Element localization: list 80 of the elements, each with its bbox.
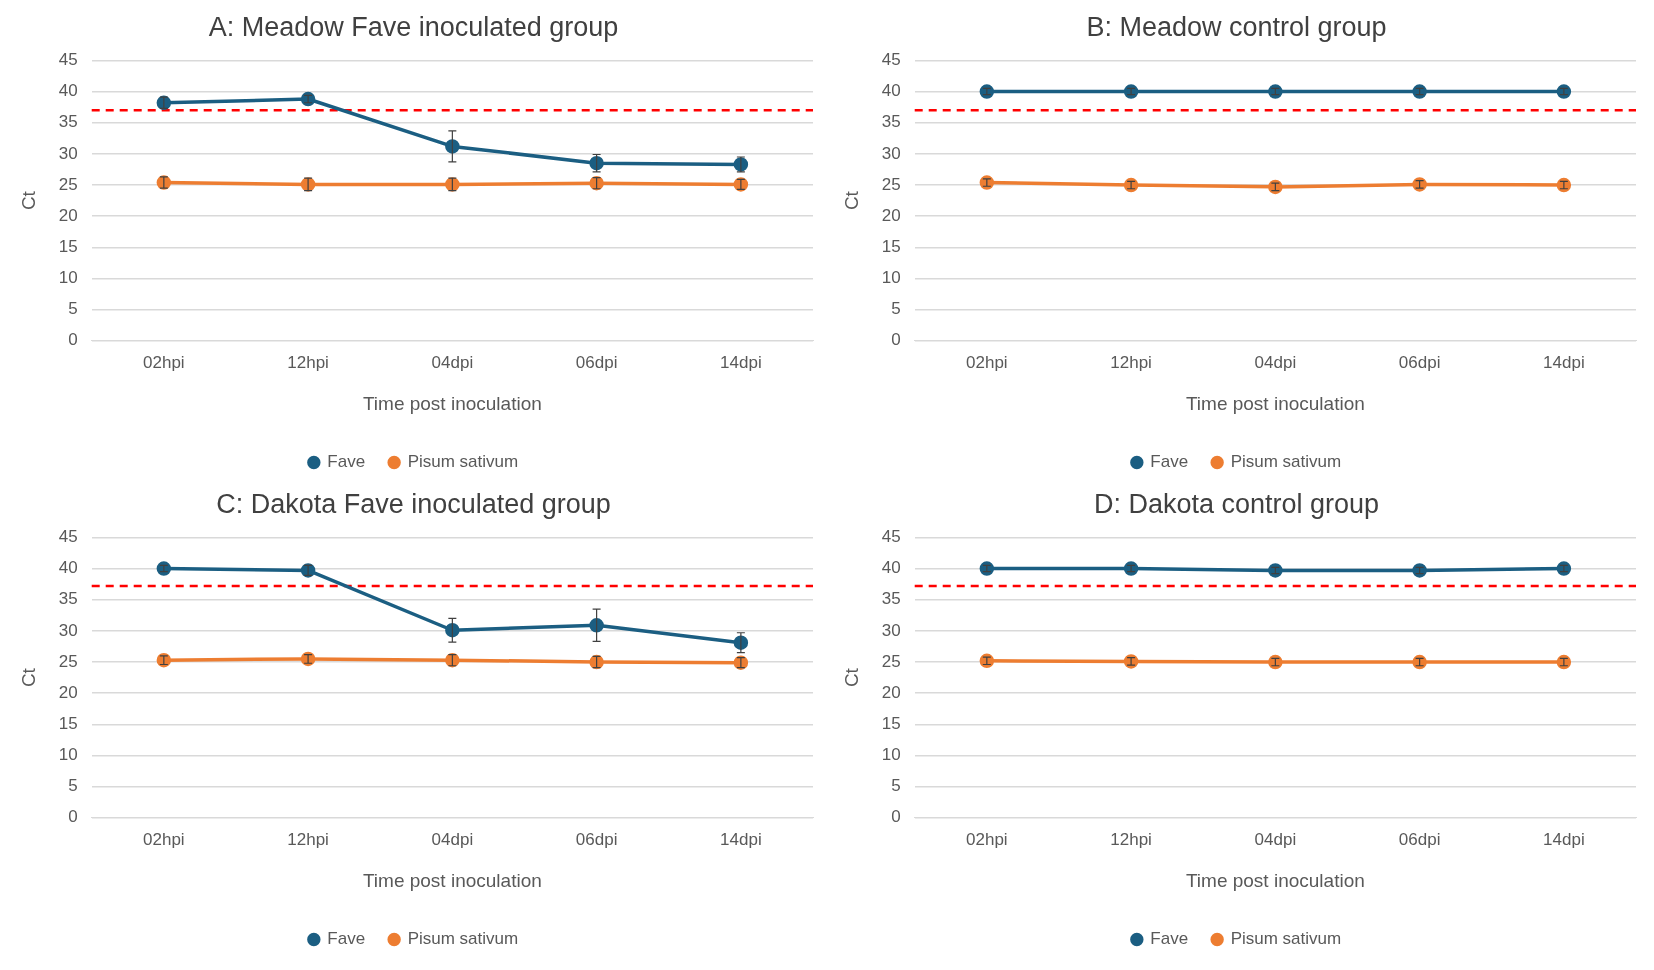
x-tick-label: 14dpi: [1543, 352, 1585, 372]
y-tick-label: 40: [58, 558, 78, 578]
x-tick-label: 04dpi: [1254, 829, 1297, 849]
legend-label: Pisum sativum: [407, 929, 519, 949]
y-tick-label: 40: [881, 81, 901, 101]
y-tick-label: 45: [881, 527, 901, 547]
x-tick-label: 06dpi: [575, 829, 618, 849]
x-tick-label: 04dpi: [431, 352, 474, 372]
y-tick-label: 20: [58, 205, 78, 225]
y-tick-label: 35: [881, 112, 901, 132]
y-tick-label: 30: [881, 620, 901, 640]
y-tick-label: 15: [881, 237, 901, 257]
y-tick-label: 5: [68, 776, 78, 796]
x-tick-label: 02hpi: [966, 829, 1008, 849]
chart-title: A: Meadow Fave inoculated group: [208, 11, 619, 42]
y-tick-label: 30: [58, 143, 78, 163]
chart-title: C: Dakota Fave inoculated group: [216, 488, 611, 519]
y-tick-label: 0: [68, 330, 78, 350]
x-tick-label: 04dpi: [1254, 352, 1297, 372]
y-tick-label: 30: [881, 143, 901, 163]
y-tick-label: 40: [58, 81, 78, 101]
x-axis-title: Time post inoculation: [362, 869, 542, 891]
y-tick-label: 25: [58, 174, 78, 194]
x-tick-label: 06dpi: [575, 352, 618, 372]
y-tick-label: 20: [58, 682, 78, 702]
y-tick-label: 35: [881, 589, 901, 609]
x-axis-title: Time post inoculation: [362, 392, 542, 414]
y-axis-title: Ct: [17, 667, 39, 688]
x-tick-label: 12hpi: [287, 352, 329, 372]
y-tick-label: 25: [881, 174, 901, 194]
x-tick-label: 12hpi: [287, 829, 329, 849]
y-axis-title: Ct: [840, 190, 862, 211]
y-tick-label: 25: [58, 651, 78, 671]
y-tick-label: 5: [891, 776, 901, 796]
y-tick-label: 10: [58, 745, 78, 765]
y-tick-label: 10: [58, 268, 78, 288]
y-tick-label: 35: [58, 112, 78, 132]
x-tick-label: 02hpi: [143, 352, 185, 372]
legend-label: Pisum sativum: [407, 452, 519, 472]
y-tick-label: 40: [881, 558, 901, 578]
y-tick-label: 0: [891, 807, 901, 827]
x-tick-label: 04dpi: [431, 829, 474, 849]
x-tick-label: 14dpi: [720, 829, 762, 849]
y-tick-label: 45: [58, 50, 78, 70]
legend-label: Fave: [1150, 929, 1189, 949]
legend-label: Fave: [1150, 452, 1189, 472]
y-tick-label: 0: [68, 807, 78, 827]
x-tick-label: 12hpi: [1110, 352, 1152, 372]
y-tick-label: 20: [881, 205, 901, 225]
y-tick-label: 45: [881, 50, 901, 70]
x-axis-title: Time post inoculation: [1185, 392, 1365, 414]
x-tick-label: 02hpi: [143, 829, 185, 849]
y-tick-label: 10: [881, 745, 901, 765]
y-tick-label: 35: [58, 589, 78, 609]
y-tick-label: 15: [58, 714, 78, 734]
chart-title: B: Meadow control group: [1086, 11, 1387, 42]
y-tick-label: 5: [891, 299, 901, 319]
x-tick-label: 12hpi: [1110, 829, 1152, 849]
y-tick-label: 15: [881, 714, 901, 734]
y-tick-label: 0: [891, 330, 901, 350]
y-tick-label: 25: [881, 651, 901, 671]
legend-label: Fave: [327, 929, 366, 949]
y-tick-label: 5: [68, 299, 78, 319]
x-tick-label: 06dpi: [1398, 829, 1441, 849]
y-tick-label: 20: [881, 682, 901, 702]
legend-label: Pisum sativum: [1230, 452, 1342, 472]
x-axis-title: Time post inoculation: [1185, 869, 1365, 891]
x-tick-label: 14dpi: [720, 352, 762, 372]
x-tick-label: 06dpi: [1398, 352, 1441, 372]
y-axis-title: Ct: [17, 190, 39, 211]
legend-label: Fave: [327, 452, 366, 472]
y-tick-label: 10: [881, 268, 901, 288]
chart-title: D: Dakota control group: [1093, 488, 1380, 519]
legend-label: Pisum sativum: [1230, 929, 1342, 949]
y-tick-label: 15: [58, 237, 78, 257]
y-tick-label: 30: [58, 620, 78, 640]
x-tick-label: 14dpi: [1543, 829, 1585, 849]
x-tick-label: 02hpi: [966, 352, 1008, 372]
y-axis-title: Ct: [840, 667, 862, 688]
y-tick-label: 45: [58, 527, 78, 547]
